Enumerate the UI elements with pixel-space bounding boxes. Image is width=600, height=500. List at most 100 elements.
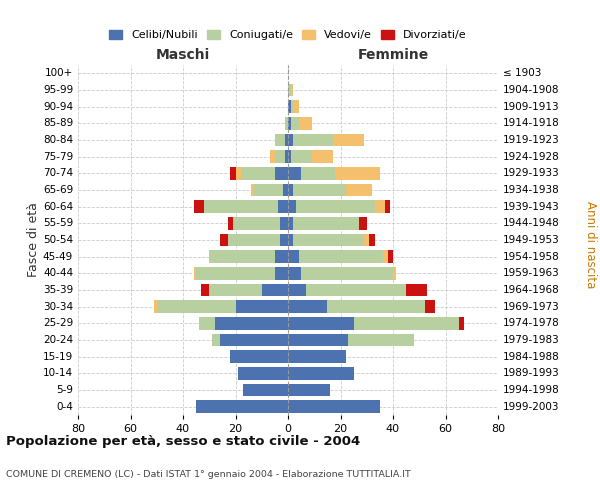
Bar — [275, 250, 288, 263]
Bar — [227, 234, 280, 246]
Bar — [262, 284, 288, 296]
Bar — [290, 150, 311, 163]
Bar — [332, 134, 364, 146]
Bar — [288, 234, 293, 246]
Bar — [235, 167, 241, 179]
Bar — [288, 84, 290, 96]
Bar — [251, 184, 254, 196]
Bar — [370, 234, 374, 246]
Bar — [301, 267, 393, 280]
Bar — [290, 100, 293, 113]
Bar — [288, 117, 290, 130]
Text: COMUNE DI CREMENO (LC) - Dati ISTAT 1° gennaio 2004 - Elaborazione TUTTITALIA.IT: COMUNE DI CREMENO (LC) - Dati ISTAT 1° g… — [6, 470, 411, 479]
Bar — [220, 234, 227, 246]
Bar — [293, 134, 332, 146]
Bar — [388, 250, 393, 263]
Bar — [280, 217, 288, 230]
Bar — [288, 300, 328, 313]
Y-axis label: Fasce di età: Fasce di età — [27, 202, 40, 278]
Bar — [286, 134, 288, 146]
Bar — [244, 384, 288, 396]
Bar — [353, 317, 458, 330]
Bar — [280, 234, 288, 246]
Bar — [290, 117, 299, 130]
Bar — [458, 317, 464, 330]
Bar — [288, 384, 330, 396]
Bar — [238, 367, 288, 380]
Bar — [425, 300, 435, 313]
Bar — [209, 284, 262, 296]
Bar — [254, 184, 283, 196]
Bar — [393, 267, 395, 280]
Bar — [288, 284, 307, 296]
Bar — [196, 267, 275, 280]
Bar — [193, 267, 196, 280]
Bar — [293, 217, 359, 230]
Bar — [157, 300, 235, 313]
Bar — [233, 217, 280, 230]
Bar — [406, 284, 427, 296]
Bar — [275, 167, 288, 179]
Bar — [290, 84, 293, 96]
Bar — [288, 200, 296, 213]
Bar — [288, 150, 290, 163]
Bar — [293, 234, 364, 246]
Bar — [288, 167, 301, 179]
Text: Popolazione per età, sesso e stato civile - 2004: Popolazione per età, sesso e stato civil… — [6, 435, 360, 448]
Bar — [328, 300, 425, 313]
Bar — [288, 400, 380, 413]
Bar — [154, 300, 157, 313]
Bar — [230, 167, 235, 179]
Bar — [288, 134, 293, 146]
Bar — [335, 167, 380, 179]
Bar — [204, 200, 277, 213]
Bar — [209, 250, 275, 263]
Bar — [202, 284, 209, 296]
Bar — [288, 100, 290, 113]
Bar — [288, 250, 299, 263]
Bar — [193, 200, 204, 213]
Bar — [286, 150, 288, 163]
Bar — [364, 234, 370, 246]
Bar — [374, 200, 385, 213]
Bar — [299, 250, 383, 263]
Text: Femmine: Femmine — [358, 48, 428, 62]
Bar — [346, 184, 372, 196]
Bar — [196, 400, 288, 413]
Bar — [293, 184, 346, 196]
Bar — [299, 117, 311, 130]
Bar — [307, 284, 406, 296]
Legend: Celibi/Nubili, Coniugati/e, Vedovi/e, Divorziati/e: Celibi/Nubili, Coniugati/e, Vedovi/e, Di… — [105, 25, 471, 44]
Text: Anni di nascita: Anni di nascita — [584, 202, 597, 288]
Bar — [311, 150, 332, 163]
Bar — [288, 350, 346, 363]
Bar — [275, 267, 288, 280]
Bar — [212, 334, 220, 346]
Bar — [288, 367, 353, 380]
Bar — [288, 317, 353, 330]
Bar — [241, 167, 275, 179]
Bar — [283, 184, 288, 196]
Bar — [349, 334, 414, 346]
Bar — [296, 200, 374, 213]
Bar — [288, 217, 293, 230]
Bar — [215, 317, 288, 330]
Bar — [199, 317, 215, 330]
Bar — [288, 184, 293, 196]
Text: Maschi: Maschi — [156, 48, 210, 62]
Bar — [275, 150, 286, 163]
Bar — [383, 250, 388, 263]
Bar — [288, 334, 349, 346]
Bar — [286, 117, 288, 130]
Bar — [220, 334, 288, 346]
Bar — [277, 200, 288, 213]
Bar — [227, 217, 233, 230]
Bar — [385, 200, 391, 213]
Bar — [269, 150, 275, 163]
Bar — [301, 167, 335, 179]
Bar — [235, 300, 288, 313]
Bar — [288, 267, 301, 280]
Bar — [275, 134, 286, 146]
Bar — [230, 350, 288, 363]
Bar — [293, 100, 299, 113]
